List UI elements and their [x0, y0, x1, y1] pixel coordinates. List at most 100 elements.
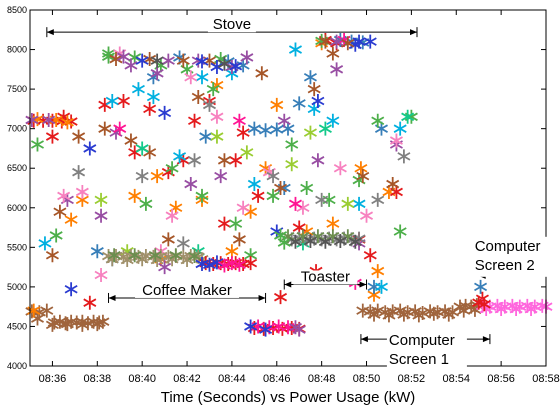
- data-point: [210, 129, 224, 144]
- data-point: [292, 322, 306, 337]
- series-toaster-green: [274, 228, 291, 250]
- data-point: [202, 97, 216, 112]
- data-point: [165, 161, 179, 176]
- data-point: [60, 115, 74, 130]
- data-point: [214, 169, 228, 184]
- data-point: [442, 307, 456, 322]
- data-point: [94, 192, 108, 207]
- data-point: [348, 234, 362, 249]
- data-point: [303, 70, 317, 85]
- annotation-background: [135, 283, 240, 298]
- data-point: [371, 264, 385, 279]
- series-baseline-2: [30, 302, 482, 332]
- data-point: [389, 133, 403, 148]
- data-point: [474, 279, 488, 294]
- annotation-label: Stove: [213, 16, 251, 33]
- data-point: [326, 113, 340, 128]
- data-point: [161, 232, 175, 247]
- data-point: [210, 255, 224, 270]
- y-tick-label: 8000: [7, 45, 27, 55]
- annotation-arrowhead: [108, 294, 116, 301]
- annotation-label: Coffee Maker: [142, 282, 232, 299]
- annotation-background: [386, 331, 467, 372]
- data-point: [285, 137, 299, 152]
- data-point: [229, 153, 243, 168]
- data-point: [251, 188, 265, 203]
- data-point: [401, 109, 415, 124]
- data-point: [102, 49, 116, 64]
- data-point: [188, 113, 202, 128]
- data-point: [195, 188, 209, 203]
- data-point: [139, 196, 153, 211]
- data-point: [477, 297, 491, 312]
- data-point: [412, 308, 426, 323]
- x-tick-label: 08:48: [308, 373, 336, 385]
- data-point: [356, 169, 370, 184]
- data-point: [363, 34, 377, 49]
- data-point: [244, 319, 258, 334]
- data-point: [217, 216, 231, 231]
- y-tick-label: 7000: [7, 124, 27, 134]
- data-point: [374, 279, 388, 294]
- data-point: [288, 234, 302, 249]
- data-point: [148, 248, 162, 263]
- x-tick-label: 08:46: [263, 373, 291, 385]
- data-point: [49, 228, 63, 243]
- data-point: [341, 36, 355, 51]
- annotation-background: [293, 270, 358, 285]
- data-point: [277, 235, 291, 250]
- data-point: [386, 177, 400, 192]
- data-point: [229, 59, 243, 74]
- data-point: [303, 234, 317, 249]
- data-point: [326, 216, 340, 231]
- data-point: [131, 82, 145, 97]
- data-point: [356, 303, 370, 318]
- annotation-arrowhead: [46, 29, 54, 36]
- data-point: [45, 248, 59, 263]
- data-point: [259, 123, 273, 138]
- data-point: [107, 248, 121, 263]
- data-point: [206, 82, 220, 97]
- data-point: [311, 93, 325, 108]
- data-point: [143, 52, 157, 67]
- series-gap-purple: [288, 320, 306, 337]
- data-point: [247, 121, 261, 136]
- data-point: [330, 62, 344, 77]
- data-point: [236, 200, 250, 215]
- data-point: [72, 165, 86, 180]
- series-screen-2-red: [472, 295, 491, 312]
- x-tick-label: 08:38: [84, 373, 112, 385]
- data-point: [307, 82, 321, 97]
- data-point: [240, 50, 254, 65]
- data-point: [341, 196, 355, 211]
- data-point: [354, 161, 368, 176]
- data-point: [244, 256, 258, 271]
- data-point: [274, 181, 288, 195]
- series-coffee-blue: [195, 255, 224, 272]
- data-point: [285, 157, 299, 172]
- annotation-label: Screen 2: [475, 257, 535, 274]
- data-point: [270, 97, 284, 112]
- data-point: [240, 145, 254, 160]
- data-point: [83, 295, 97, 310]
- data-point: [188, 153, 202, 168]
- data-point: [45, 129, 59, 144]
- annotation-label: Computer: [389, 332, 455, 349]
- data-point: [255, 66, 269, 81]
- y-tick-label: 6000: [7, 203, 27, 213]
- annotation-label: Computer: [475, 238, 541, 255]
- y-tick-label: 4000: [7, 361, 27, 371]
- data-point: [191, 90, 205, 105]
- x-tick-label: 08:56: [487, 373, 515, 385]
- data-point: [188, 249, 202, 264]
- data-point: [60, 317, 74, 332]
- data-point: [184, 70, 198, 85]
- x-tick-label: 08:54: [442, 373, 470, 385]
- data-point: [45, 317, 59, 332]
- data-point: [146, 90, 160, 105]
- data-point: [150, 66, 164, 81]
- data-point: [232, 257, 246, 272]
- annotation-label: Screen 1: [389, 351, 449, 368]
